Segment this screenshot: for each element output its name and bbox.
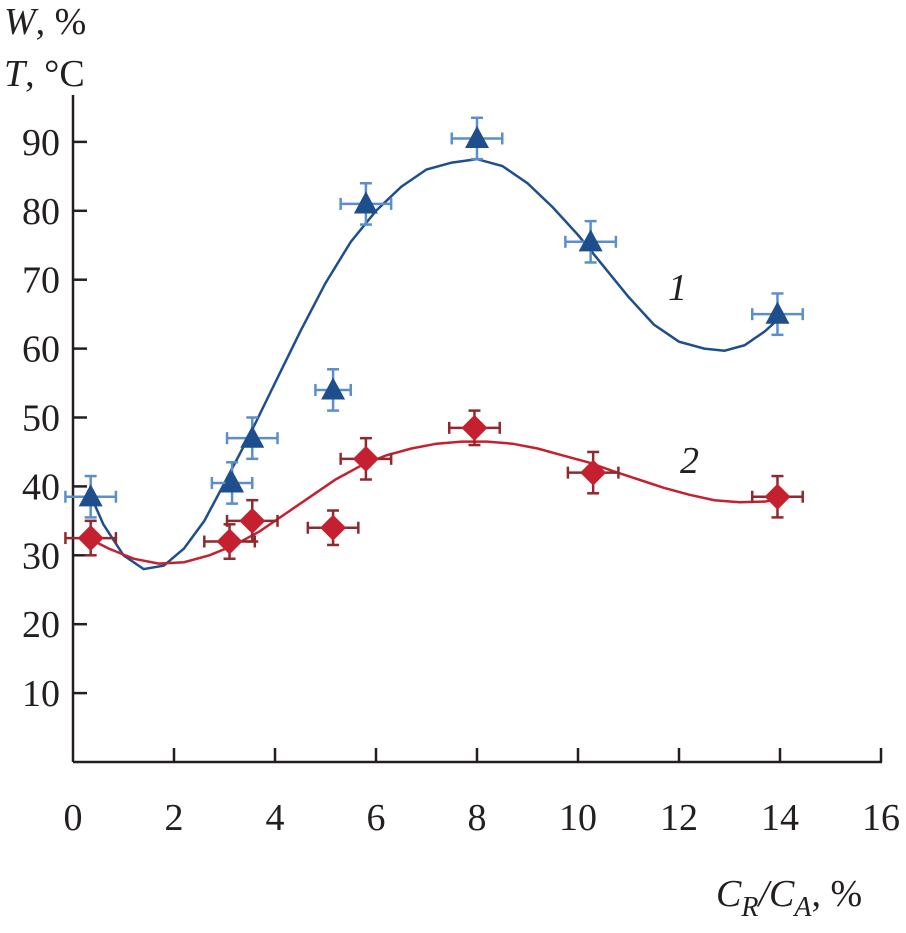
series-label-2: 2 [680, 440, 699, 482]
x-tick-label-8: 8 [468, 797, 487, 839]
y-axis-title-w: W, % [4, 1, 86, 43]
diamond-marker [352, 445, 379, 472]
x-axis-title: CR/CA, % [716, 873, 862, 923]
x-tick-label-16: 16 [862, 797, 900, 839]
y-tick-label-20: 20 [22, 604, 60, 646]
x-tick-label-4: 4 [266, 797, 285, 839]
triangle-marker [465, 125, 489, 149]
y-tick-label-30: 30 [22, 535, 60, 577]
x-title-main: C [716, 873, 742, 915]
point-series-2-7 [750, 474, 804, 519]
x-title-unit: , % [811, 873, 862, 915]
point-series-1-5 [450, 116, 504, 161]
x-tick-label-6: 6 [367, 797, 386, 839]
point-series-2-2 [225, 498, 279, 543]
triangle-marker [220, 470, 245, 493]
diamond-marker [239, 507, 266, 534]
triangle-marker [321, 377, 346, 400]
point-series-2-3 [306, 509, 360, 547]
data-points [64, 116, 804, 560]
x-tick-label-14: 14 [761, 797, 799, 839]
y-tick-label-70: 70 [22, 260, 60, 302]
point-series-1-6 [564, 219, 618, 264]
y-tick-label-60: 60 [22, 329, 60, 371]
y-tick-label-50: 50 [22, 398, 60, 440]
diamond-marker [580, 459, 607, 486]
triangle-marker [765, 301, 790, 324]
fit-lines [87, 157, 781, 571]
x-tick-label-12: 12 [660, 797, 698, 839]
point-series-2-6 [566, 450, 620, 495]
y-tick-label-10: 10 [22, 673, 60, 715]
y-title-t-var: T [4, 53, 28, 95]
point-series-1-3 [314, 368, 352, 412]
point-series-1-2 [225, 416, 279, 461]
x-tick-label-0: 0 [64, 797, 83, 839]
point-series-1-1 [210, 461, 254, 505]
x-tick-label-10: 10 [559, 797, 597, 839]
diamond-marker [77, 525, 104, 552]
fit-line-series-1 [87, 157, 781, 571]
diamond-marker [461, 414, 488, 441]
point-series-1-4 [339, 181, 393, 226]
y-tick-label-80: 80 [22, 191, 60, 233]
diamond-marker [216, 528, 243, 555]
point-series-2-1 [203, 523, 257, 560]
triangle-marker [78, 484, 103, 507]
y-title-w-unit: , % [36, 1, 87, 43]
diamond-marker [320, 514, 347, 541]
x-title-sub2: A [792, 892, 812, 923]
y-title-t-unit: , °C [25, 53, 85, 95]
x-tick-label-2: 2 [165, 797, 184, 839]
y-title-w-var: W [4, 1, 39, 43]
triangle-marker [353, 191, 378, 214]
triangle-marker [578, 229, 603, 252]
y-tick-label-90: 90 [22, 122, 60, 164]
series-label-1: 1 [668, 267, 687, 309]
x-title-sep: /C [756, 873, 795, 915]
point-series-2-0 [64, 519, 118, 557]
diamond-marker [764, 483, 791, 510]
ticks [73, 140, 883, 762]
point-series-2-5 [447, 409, 501, 447]
x-title-sub1: R [740, 892, 758, 923]
fit-line-series-2 [87, 440, 781, 565]
point-series-1-0 [64, 474, 118, 519]
triangle-marker [240, 425, 265, 448]
y-axis-title-t: T, °C [4, 53, 85, 95]
y-tick-label-40: 40 [22, 466, 60, 508]
point-series-1-7 [750, 292, 804, 337]
point-series-2-4 [339, 436, 393, 481]
